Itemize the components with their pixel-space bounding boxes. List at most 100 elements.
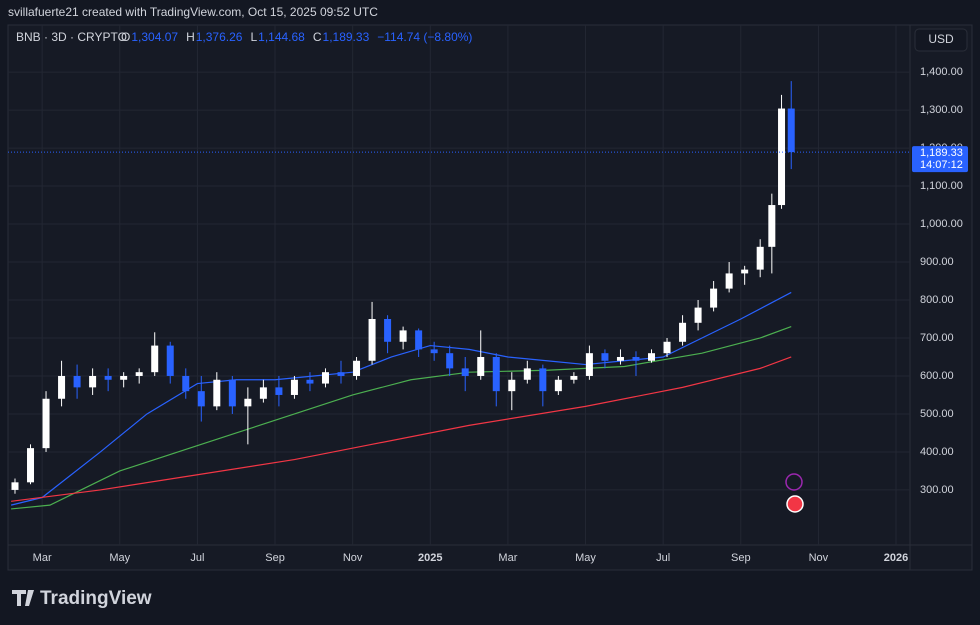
- chart-frame: [7, 24, 973, 571]
- candle-body: [554, 379, 562, 392]
- event-icon[interactable]: [786, 495, 804, 513]
- x-tick-label: Jul: [656, 552, 670, 564]
- candle-body: [151, 345, 159, 373]
- candle-body: [492, 356, 500, 392]
- change: −114.74 (−8.80%): [377, 30, 472, 44]
- candle-body: [430, 349, 438, 354]
- y-tick-label: 1,400.00: [920, 66, 963, 78]
- candle-body: [741, 269, 749, 274]
- price-label-box: [912, 146, 968, 173]
- candle-body: [89, 375, 97, 388]
- candle-body: [570, 375, 578, 380]
- countdown: 14:07:12: [920, 159, 963, 171]
- candle-body: [756, 246, 764, 270]
- event-icon[interactable]: [785, 473, 803, 491]
- candle-body: [306, 379, 314, 384]
- y-tick-label: 600.00: [920, 370, 954, 382]
- ohlc-key: L: [250, 30, 257, 44]
- candle-body: [477, 356, 485, 376]
- candle-body: [11, 482, 19, 490]
- candle-body: [321, 372, 329, 384]
- candle-body: [523, 368, 531, 380]
- candle-body: [197, 391, 205, 407]
- candle-body: [778, 108, 786, 206]
- candle-body: [275, 387, 283, 395]
- candle-body: [768, 205, 776, 247]
- candle-body: [213, 379, 221, 407]
- candle-body: [337, 372, 345, 376]
- y-tick-label: 300.00: [920, 484, 954, 496]
- candle-body: [508, 379, 516, 392]
- x-tick-label: Mar: [498, 552, 517, 564]
- candle-body: [42, 398, 50, 449]
- candle-body: [415, 330, 423, 350]
- symbol: BNB · 3D · CRYPTO: [16, 30, 127, 44]
- currency-button[interactable]: [914, 28, 968, 52]
- candle-body: [368, 318, 376, 361]
- candle-body: [399, 330, 407, 342]
- ohlc-value: 1,144.68: [258, 30, 305, 44]
- moving-average: [11, 356, 792, 502]
- candle-body: [663, 341, 671, 354]
- candle-body: [446, 353, 454, 369]
- x-tick-label: Sep: [265, 552, 285, 564]
- candle-body: [601, 353, 609, 361]
- ohlc-key: O: [121, 30, 130, 44]
- brand: TradingView: [40, 588, 152, 609]
- candle-body: [725, 273, 733, 289]
- x-tick-label: Nov: [809, 552, 829, 564]
- y-tick-label: 400.00: [920, 446, 954, 458]
- candle-body: [616, 356, 624, 361]
- ohlc-value: 1,376.26: [196, 30, 243, 44]
- candle-body: [135, 372, 143, 376]
- y-tick-label: 1,100.00: [920, 180, 963, 192]
- x-tick-label: 2025: [418, 552, 442, 564]
- candle-body: [679, 322, 687, 342]
- currency[interactable]: USD: [928, 32, 954, 46]
- moving-average: [10, 291, 792, 506]
- x-tick-label: 2026: [884, 552, 908, 564]
- candle-body: [58, 375, 66, 399]
- candle-body: [585, 353, 593, 376]
- candle-body: [27, 448, 35, 483]
- y-tick-label: 900.00: [920, 256, 954, 268]
- candle-body: [290, 379, 298, 395]
- ohlc-value: 1,189.33: [323, 30, 370, 44]
- candle-body: [228, 379, 236, 407]
- candle-body: [632, 356, 640, 361]
- moving-average: [11, 326, 792, 510]
- candle-body: [384, 318, 392, 342]
- x-tick-label: May: [575, 552, 596, 564]
- candle-body: [461, 368, 469, 376]
- x-tick-label: Mar: [33, 552, 52, 564]
- x-tick-label: Jul: [190, 552, 204, 564]
- ohlc-value: 1,304.07: [131, 30, 178, 44]
- candle-body: [120, 375, 128, 380]
- candle-body: [787, 108, 795, 153]
- y-tick-label: 1,000.00: [920, 218, 963, 230]
- candle-body: [259, 387, 267, 399]
- candle-body: [648, 353, 656, 361]
- logo-mark: [12, 590, 34, 606]
- caption: svillafuerte21 created with TradingView.…: [8, 5, 378, 19]
- candle-body: [539, 368, 547, 392]
- x-tick-label: Nov: [343, 552, 363, 564]
- x-tick-label: May: [109, 552, 130, 564]
- y-tick-label: 500.00: [920, 408, 954, 420]
- candle-body: [244, 398, 252, 407]
- price-label: 1,189.33: [920, 147, 963, 159]
- ohlc-key: C: [313, 30, 322, 44]
- candle-body: [73, 375, 81, 388]
- y-tick-label: 1,300.00: [920, 104, 963, 116]
- x-tick-label: Sep: [731, 552, 751, 564]
- y-tick-label: 800.00: [920, 294, 954, 306]
- candle-body: [694, 307, 702, 323]
- candle-body: [166, 345, 174, 376]
- candle-body: [710, 288, 718, 308]
- candle-body: [182, 375, 190, 392]
- y-tick-label: 700.00: [920, 332, 954, 344]
- candle-body: [353, 360, 361, 376]
- ohlc-key: H: [186, 30, 195, 44]
- candle-body: [104, 375, 112, 380]
